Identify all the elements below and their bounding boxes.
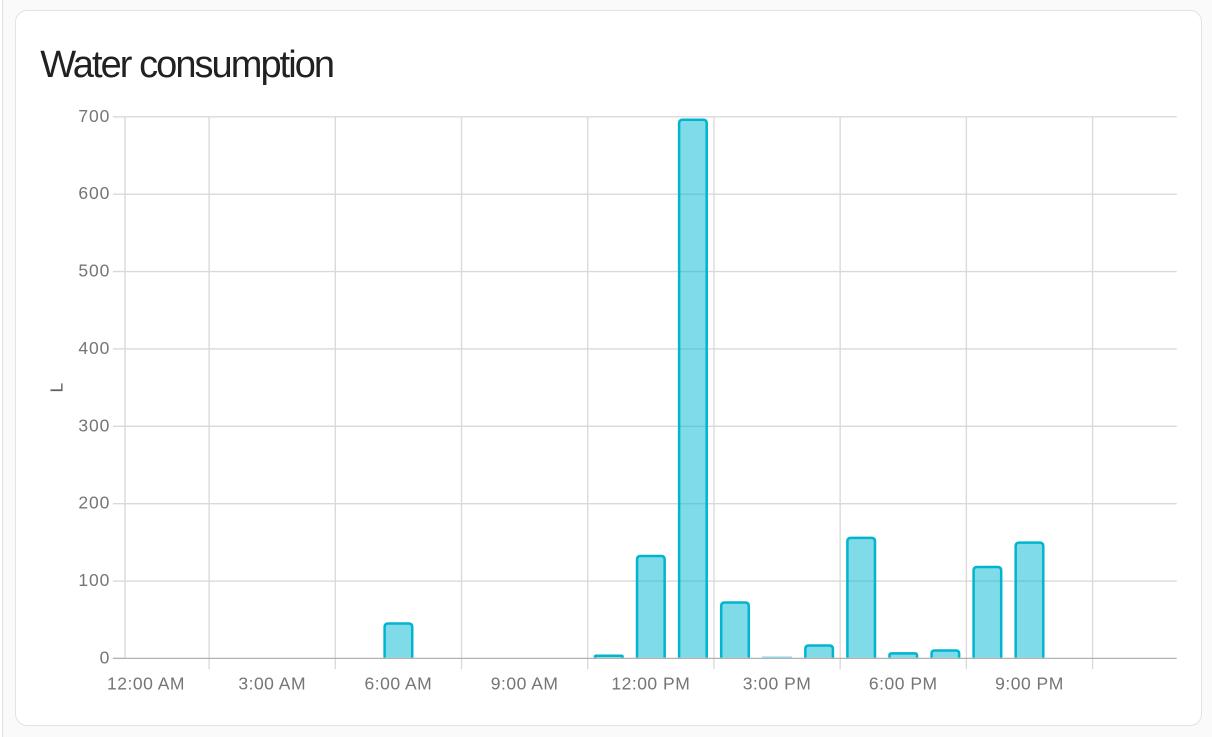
svg-text:700: 700 <box>78 106 110 126</box>
svg-text:3:00 PM: 3:00 PM <box>743 674 812 694</box>
svg-text:9:00 PM: 9:00 PM <box>995 674 1064 694</box>
svg-text:6:00 PM: 6:00 PM <box>869 674 938 694</box>
svg-text:500: 500 <box>78 261 110 281</box>
svg-text:300: 300 <box>78 415 110 435</box>
svg-text:100: 100 <box>78 570 110 590</box>
svg-text:L: L <box>47 382 67 392</box>
svg-text:12:00 PM: 12:00 PM <box>611 674 690 694</box>
svg-text:200: 200 <box>78 493 110 513</box>
svg-text:6:00 AM: 6:00 AM <box>365 674 433 694</box>
svg-text:9:00 AM: 9:00 AM <box>491 674 559 694</box>
svg-text:3:00 AM: 3:00 AM <box>238 674 306 694</box>
svg-text:600: 600 <box>78 183 110 203</box>
svg-text:0: 0 <box>100 647 111 667</box>
svg-text:400: 400 <box>78 338 110 358</box>
svg-text:12:00 AM: 12:00 AM <box>107 674 185 694</box>
